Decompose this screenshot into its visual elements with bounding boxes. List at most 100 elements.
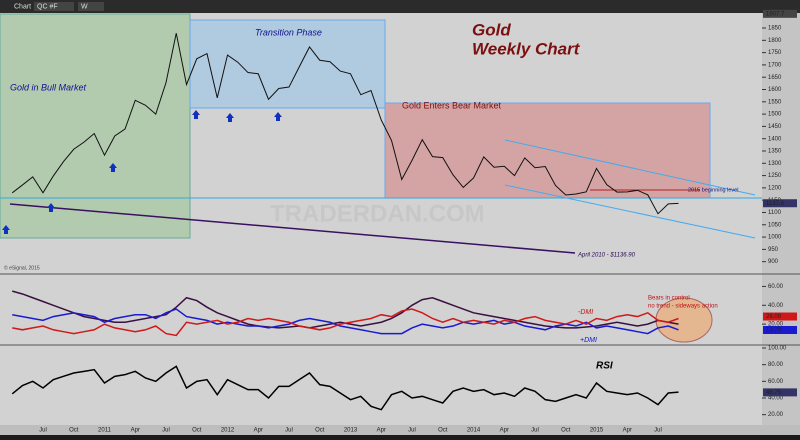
y-tick-label: 1500: [768, 112, 782, 118]
y-tick-label: 100.00: [768, 346, 787, 352]
symbol[interactable]: QC #F: [37, 3, 58, 10]
y-tick-label: 40.00: [768, 396, 784, 402]
y-tick-label: 1400: [768, 136, 782, 142]
y-tick-label: 1700: [768, 62, 782, 68]
arrow: [47, 203, 55, 212]
interval[interactable]: W: [81, 3, 88, 10]
value-tag: [763, 9, 797, 18]
y-tick-label: 1000: [768, 235, 782, 241]
x-tick-label: 2014: [467, 428, 481, 434]
y-tick-label: 1550: [768, 99, 782, 105]
x-tick-label: Jul: [531, 428, 539, 434]
x-tick-label: 2015: [590, 428, 604, 434]
value-tag-label: 46.75: [766, 390, 782, 396]
annotation: 2015 beginning level: [688, 187, 738, 193]
x-tick-label: Oct: [69, 428, 79, 434]
legend-entry: +DMI: [580, 337, 597, 344]
arrow: [226, 113, 234, 122]
legend-entry: -DMI: [578, 309, 593, 316]
price-axis: [762, 13, 800, 425]
x-tick-label: Oct: [438, 428, 448, 434]
x-tick-label: Jul: [285, 428, 293, 434]
y-tick-label: 60.00: [768, 379, 784, 385]
annotation: Bears in control: [648, 296, 690, 302]
value-tag: [763, 388, 797, 397]
y-tick-label: 1300: [768, 161, 782, 167]
panel-title: RSI: [596, 361, 613, 372]
arrow: [274, 112, 282, 121]
trend-channel: [504, 184, 756, 239]
y-tick-label: 20.00: [768, 322, 784, 328]
x-tick-label: Apr: [623, 428, 632, 434]
x-tick-label: Jul: [162, 428, 170, 434]
watermark: TRADERDAN.COM: [270, 200, 485, 227]
chart-subtitle: Weekly Chart: [472, 39, 581, 58]
y-tick-label: 40.00: [768, 303, 784, 309]
toolbar: [0, 0, 800, 13]
y-tick-label: 900: [768, 259, 779, 265]
value-tag: [763, 312, 797, 321]
arrows: [2, 110, 282, 234]
x-tick-label: 2012: [221, 428, 235, 434]
transition-zone: [189, 19, 386, 109]
y-tick-label: 1200: [768, 185, 782, 191]
value-tag-label: 13.79: [766, 328, 782, 334]
x-tick-label: Oct: [192, 428, 202, 434]
x-tick-label: Apr: [377, 428, 386, 434]
value-tag: [763, 199, 797, 208]
annotation: April 2010 - $1136.90: [577, 253, 636, 259]
series-line: [11, 33, 679, 215]
y-tick-label: 1250: [768, 173, 782, 179]
value-tag: [763, 325, 797, 334]
value-tag-label: 28.09: [766, 314, 782, 320]
annotation: Transition Phase: [255, 27, 322, 37]
arrow: [192, 110, 200, 119]
y-tick-label: 1350: [768, 149, 782, 155]
x-tick-label: Jul: [654, 428, 662, 434]
y-tick-label: 80.00: [768, 362, 784, 368]
annotation: no trend - sideways action: [648, 304, 718, 310]
series-line: [11, 365, 679, 411]
y-tick-label: 1100: [768, 210, 782, 216]
value-tag-label: 1137.6: [766, 201, 785, 207]
highlight: [655, 297, 713, 343]
x-tick-label: Oct: [315, 428, 325, 434]
trendline: [9, 203, 576, 254]
x-tick-label: Oct: [561, 428, 571, 434]
y-tick-label: 20.00: [768, 412, 784, 418]
x-tick-label: Apr: [500, 428, 509, 434]
y-tick-label: 1800: [768, 38, 782, 44]
y-tick-label: 60.00: [768, 284, 784, 290]
x-tick-label: Apr: [254, 428, 263, 434]
symbol-box[interactable]: [34, 2, 74, 11]
series-line: [12, 308, 679, 335]
chart-title: Gold: [472, 20, 511, 39]
annotation: Gold Enters Bear Market: [402, 100, 502, 110]
bear-zone: [384, 102, 711, 199]
y-tick-label: 1450: [768, 124, 782, 130]
trend-channel: [504, 139, 756, 196]
interval-box[interactable]: [78, 2, 104, 11]
y-tick-label: 1850: [768, 26, 782, 32]
y-tick-label: 1600: [768, 87, 782, 93]
value-tag-label: 1907.7: [766, 11, 785, 17]
arrow: [109, 163, 117, 172]
y-tick-label: 1650: [768, 75, 782, 81]
bull-zone: [0, 13, 191, 239]
x-tick-label: Apr: [131, 428, 140, 434]
series-line: [12, 308, 679, 337]
x-tick-label: Jul: [408, 428, 416, 434]
x-tick-label: 2011: [98, 428, 112, 434]
x-tick-label: 2013: [344, 428, 358, 434]
annotation: Gold in Bull Market: [10, 82, 87, 92]
window-label: Chart: [14, 3, 31, 10]
y-tick-label: 950: [768, 247, 779, 253]
y-tick-label: 1750: [768, 50, 782, 56]
credit: © eSignal, 2015: [4, 264, 40, 271]
y-tick-label: 1050: [768, 222, 782, 228]
x-tick-label: Jul: [39, 428, 47, 434]
arrow: [2, 225, 10, 234]
time-axis: [0, 425, 800, 435]
